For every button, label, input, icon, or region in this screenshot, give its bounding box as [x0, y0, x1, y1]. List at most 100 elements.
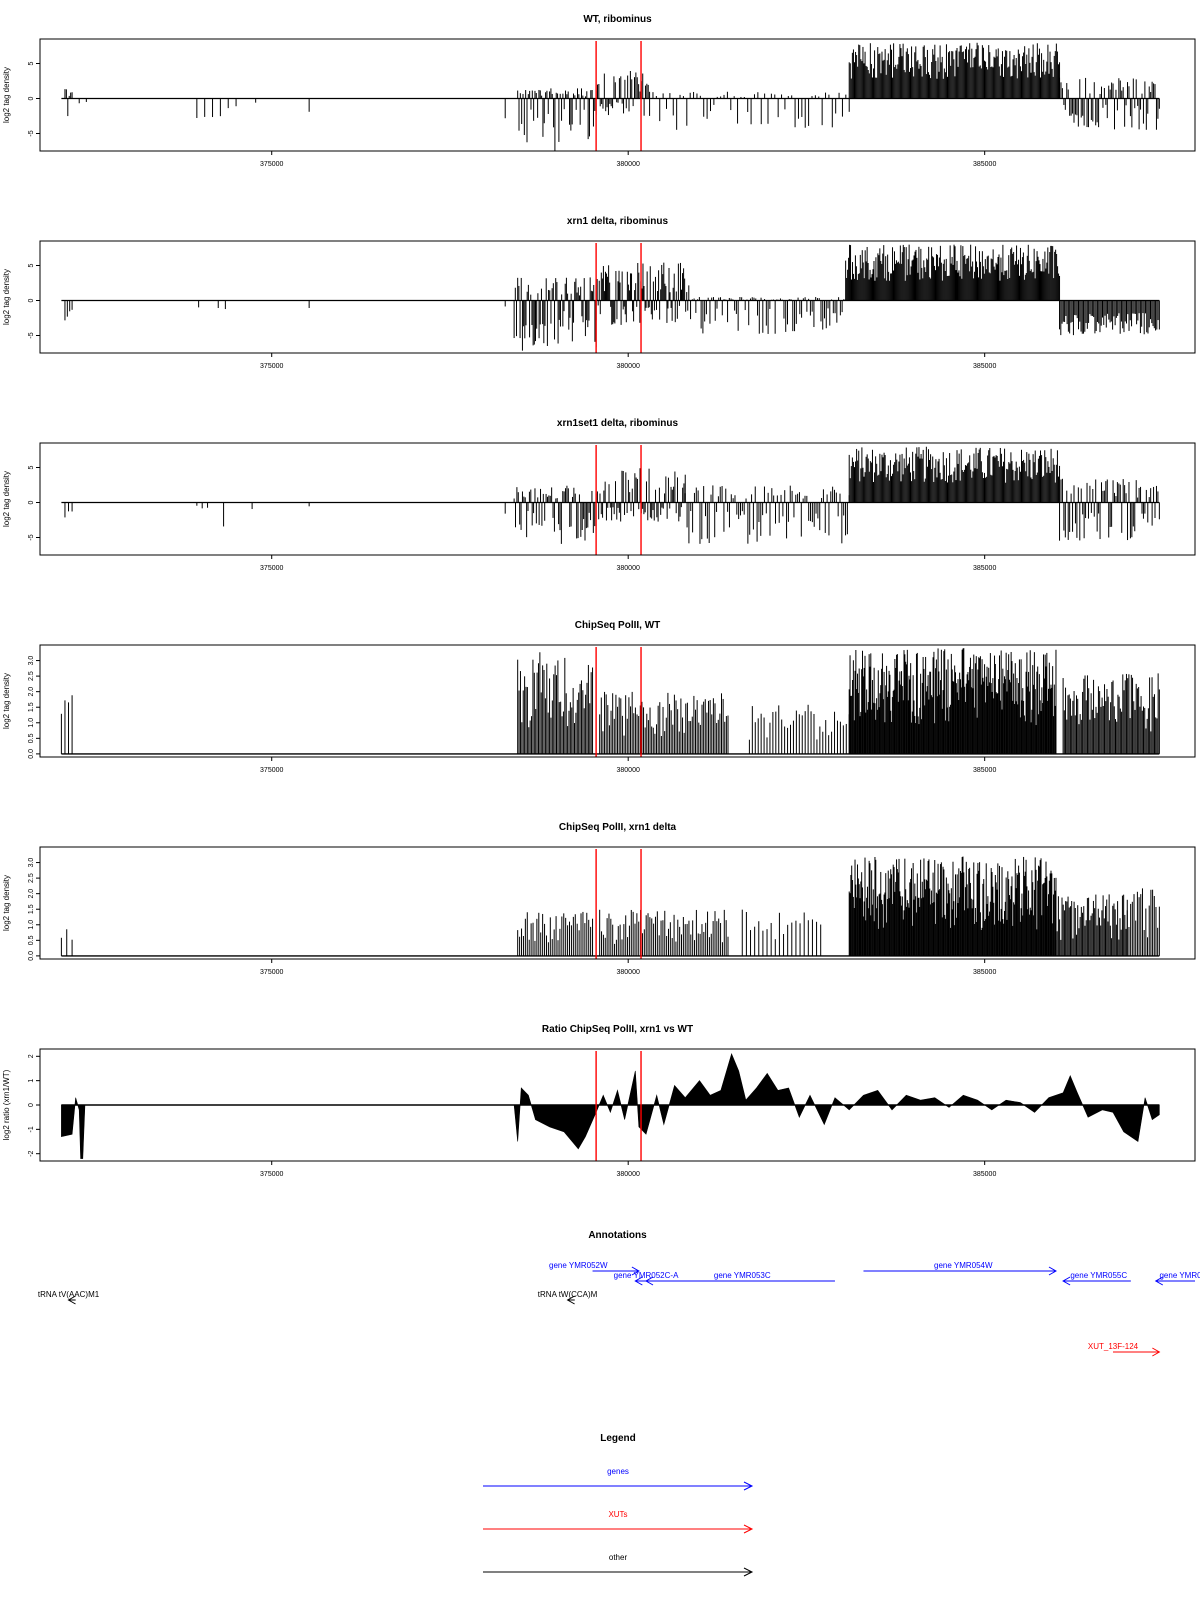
y-tick-label: 5 — [28, 465, 35, 469]
y-tick-label: 2.5 — [28, 671, 35, 681]
x-tick-label: 380000 — [617, 161, 640, 168]
y-tick-label: 0 — [28, 1103, 35, 1107]
x-tick-label: 385000 — [973, 363, 996, 370]
annotation-label: gene YMR052C-A — [614, 1271, 679, 1280]
y-tick-label: -5 — [28, 332, 35, 338]
annotation-label: gene YMR056C — [1159, 1271, 1200, 1280]
arrowhead — [1062, 1276, 1071, 1286]
annotation-item: gene YMR053C — [645, 1271, 835, 1286]
y-axis: -5 0 5 — [28, 263, 40, 339]
panel-6: Ratio ChipSeq PolII, xrn1 vs WT log2 rati… — [2, 1024, 1196, 1178]
x-tick-label: 375000 — [260, 161, 283, 168]
y-tick-label: 1 — [28, 1079, 35, 1083]
ratio-area — [61, 1052, 1160, 1159]
arrowhead — [1152, 1347, 1161, 1357]
legend-entry: XUTs — [483, 1510, 754, 1534]
legend-entry: genes — [483, 1467, 754, 1491]
annotations-title: Annotations — [588, 1230, 647, 1241]
x-tick-label: 380000 — [617, 969, 640, 976]
y-axis: 0.0 0.5 1.0 1.5 2.0 2.5 3.0 — [28, 656, 40, 759]
y-tick-label: 3.0 — [28, 858, 35, 868]
y-axis-label: log2 tag density — [2, 471, 11, 527]
panel-title: WT, ribominus — [583, 14, 652, 25]
panel-4: ChipSeq PolII, WT log2 tag density 0.0 0.5 1… — [2, 620, 1196, 774]
plot-frame — [39, 644, 1196, 758]
panel-title: xrn1set1 delta, ribominus — [557, 418, 679, 429]
y-tick-label: 0.0 — [28, 749, 35, 759]
x-tick-label: 385000 — [973, 1171, 996, 1178]
data-marks — [60, 647, 1160, 757]
y-tick-label: 1.5 — [28, 904, 35, 914]
y-tick-label: 1.5 — [28, 702, 35, 712]
legend-label: other — [609, 1553, 628, 1562]
y-tick-label: 5 — [28, 263, 35, 267]
y-tick-label: 1.0 — [28, 920, 35, 930]
x-tick-label: 385000 — [973, 565, 996, 572]
panel-title: ChipSeq PolII, WT — [575, 620, 661, 631]
annotation-label: gene YMR053C — [714, 1271, 771, 1280]
legend-entry: other — [483, 1553, 754, 1577]
data-marks — [61, 243, 1160, 353]
x-tick-label: 380000 — [617, 767, 640, 774]
y-axis-label: log2 tag density — [2, 269, 11, 325]
x-axis: 375000 380000 385000 — [260, 151, 996, 168]
annotation-item: gene YMR056C — [1154, 1271, 1200, 1286]
annotation-label: gene YMR054W — [934, 1261, 993, 1270]
x-axis: 375000 380000 385000 — [260, 959, 996, 976]
y-tick-label: 1.0 — [28, 718, 35, 728]
x-tick-label: 375000 — [260, 969, 283, 976]
data-marks — [60, 849, 1160, 959]
y-axis-label: log2 ratio (xrn1/WT) — [2, 1069, 11, 1140]
panel-3: xrn1set1 delta, ribominus log2 tag densit… — [2, 418, 1196, 572]
x-tick-label: 385000 — [973, 767, 996, 774]
legend-label: XUTs — [608, 1510, 627, 1519]
annotation-label: tRNA tV(AAC)M1 — [38, 1290, 100, 1299]
x-axis: 375000 380000 385000 — [260, 555, 996, 572]
plot-frame — [39, 442, 1196, 556]
y-tick-label: 0.0 — [28, 951, 35, 961]
arrowhead — [1048, 1266, 1057, 1276]
annotation-label: gene YMR052W — [549, 1261, 608, 1270]
annotation-item: gene YMR054W — [863, 1261, 1057, 1276]
y-tick-label: 5 — [28, 61, 35, 65]
y-tick-label: 2 — [28, 1054, 35, 1058]
annotation-item: tRNA tW(CCA)M — [538, 1290, 598, 1305]
y-axis: -2 -1 0 1 2 — [28, 1054, 40, 1157]
y-tick-label: 3.0 — [28, 656, 35, 666]
y-tick-label: 0 — [28, 298, 35, 302]
x-tick-label: 375000 — [260, 1171, 283, 1178]
annotation-label: tRNA tW(CCA)M — [538, 1290, 598, 1299]
arrowhead — [566, 1295, 575, 1305]
annotation-label: gene YMR055C — [1070, 1271, 1127, 1280]
data-marks — [61, 445, 1160, 555]
arrowhead — [67, 1295, 76, 1305]
y-axis: -5 0 5 — [28, 61, 40, 137]
legend-arrowhead — [743, 1481, 754, 1491]
x-tick-label: 375000 — [260, 767, 283, 774]
annotation-item: gene YMR052W — [549, 1261, 640, 1276]
plot-frame — [39, 38, 1196, 152]
x-tick-label: 385000 — [973, 161, 996, 168]
arrowhead — [645, 1276, 654, 1286]
annotation-item: tRNA tV(AAC)M1 — [38, 1290, 100, 1305]
arrowhead — [631, 1266, 640, 1276]
legend-arrowhead — [743, 1524, 754, 1534]
y-tick-label: 2.5 — [28, 873, 35, 883]
y-tick-label: -5 — [28, 534, 35, 540]
y-tick-label: 0.5 — [28, 935, 35, 945]
y-axis: 0.0 0.5 1.0 1.5 2.0 2.5 3.0 — [28, 858, 40, 961]
data-marks — [61, 41, 1160, 151]
y-tick-label: 2.0 — [28, 889, 35, 899]
x-tick-label: 375000 — [260, 565, 283, 572]
x-tick-label: 380000 — [617, 565, 640, 572]
annotation-item: gene YMR052C-A — [614, 1271, 679, 1286]
panel-title: Ratio ChipSeq PolII, xrn1 vs WT — [542, 1024, 693, 1035]
y-tick-label: -2 — [28, 1150, 35, 1156]
annotations-panel: Annotations gene YMR052W gene YMR052C-A gen… — [38, 1230, 1200, 1357]
legend-title: Legend — [600, 1433, 636, 1444]
x-axis: 375000 380000 385000 — [260, 1161, 996, 1178]
arrowhead — [1154, 1276, 1164, 1286]
x-axis: 375000 380000 385000 — [260, 757, 996, 774]
x-tick-label: 375000 — [260, 363, 283, 370]
panel-title: xrn1 delta, ribominus — [567, 216, 669, 227]
